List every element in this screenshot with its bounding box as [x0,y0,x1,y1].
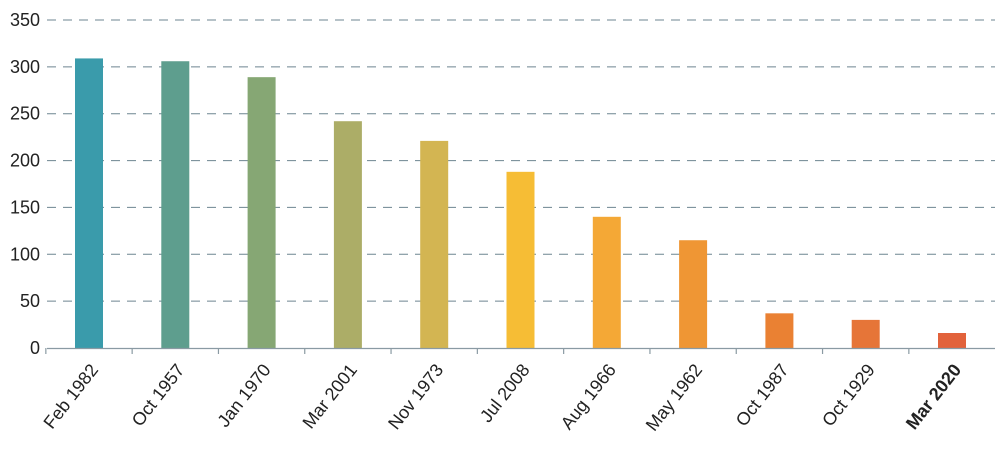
x-tick-label: Aug 1966 [557,360,620,433]
x-tick-label: May 1962 [642,360,706,435]
y-tick-label: 50 [20,291,40,311]
y-axis-ticks: 0 50 100 150 200 250 300 350 [10,10,40,358]
bar [75,58,103,349]
gridlines [47,19,995,302]
bar [592,216,621,348]
x-tick-label: Mar 2020 [902,360,965,433]
x-axis [45,347,995,354]
bar [679,240,708,348]
bar [765,313,794,348]
bar [161,61,190,349]
bars [75,58,966,349]
x-tick-label: Feb 1982 [40,360,103,432]
y-tick-label: 100 [10,244,40,264]
y-tick-label: 0 [30,338,40,358]
x-axis-tick-labels: Feb 1982 Oct 1957 Jan 1970 Mar 2001 Nov 1973… [40,360,966,435]
x-tick-label: Oct 1987 [732,360,793,430]
bar [851,319,880,348]
bar [420,140,449,348]
x-tick-label: Jan 1970 [213,360,274,431]
x-tick-label: Oct 1929 [818,360,879,430]
x-tick-label: Jul 2008 [476,360,534,426]
bar [938,333,966,348]
y-tick-label: 200 [10,151,40,171]
bar [247,77,276,348]
bar [333,121,362,348]
bar [506,171,535,348]
x-tick-label: Mar 2001 [298,360,361,432]
y-tick-label: 300 [10,57,40,77]
x-tick-label: Oct 1957 [128,360,189,430]
x-tick-label: Nov 1973 [384,360,447,433]
y-tick-label: 250 [10,104,40,124]
y-tick-label: 350 [10,10,40,30]
y-tick-label: 150 [10,197,40,217]
